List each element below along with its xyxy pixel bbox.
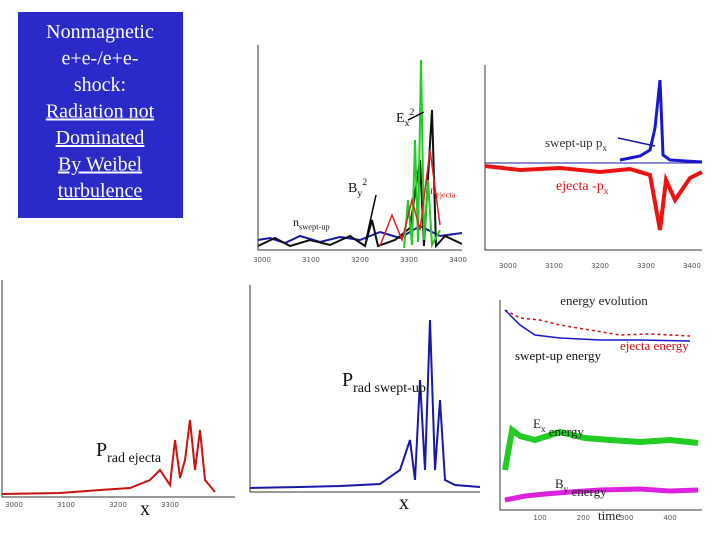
plot-title: energy evolution	[560, 293, 648, 308]
energy-plot: 100 200 300 400	[499, 300, 702, 522]
trace	[257, 109, 463, 249]
x-tick-label: 3400	[449, 256, 467, 264]
label-sub: x	[541, 424, 546, 434]
label: nejecta	[430, 183, 456, 200]
label-sub: rad swept-up	[353, 381, 426, 396]
x-tick-label: 3000	[5, 501, 23, 509]
label-rest: energy	[568, 484, 607, 499]
fields-plot: 3000 3100 3200 3300 3400	[253, 45, 467, 264]
x-tick-label: 100	[533, 514, 546, 522]
title-line: By Weibel	[58, 154, 143, 176]
x-tick-label: 3100	[302, 256, 320, 264]
pointer	[407, 111, 425, 121]
trace	[1, 419, 216, 495]
trace	[379, 149, 441, 247]
label-sub: x	[604, 186, 609, 197]
trace	[403, 59, 441, 249]
label: By energy	[555, 476, 607, 499]
label-base: P	[342, 369, 353, 391]
label-base: n	[293, 215, 299, 229]
trace	[484, 164, 703, 231]
title-line: turbulence	[58, 180, 143, 202]
title-lines: Nonmagnetic e+e-/e+e-shock: Radiation not D…	[46, 21, 155, 202]
axis-frame	[1, 280, 235, 498]
label: ejecta -px	[556, 179, 609, 197]
label-base: B	[555, 476, 564, 491]
label: Ex2	[396, 107, 414, 129]
axis-frame	[257, 45, 462, 251]
trace	[504, 309, 691, 342]
x-tick-label: 3200	[591, 262, 609, 270]
x-tick-label: 3400	[683, 262, 701, 270]
prad-ejecta-plot: 3000 3100 3200 3300	[1, 280, 235, 509]
momentum-plot: 3000 3100 3200 3300 3400	[484, 65, 703, 270]
label: ejecta energy	[620, 338, 689, 353]
label: swept-up px	[545, 135, 607, 153]
title-box	[18, 12, 183, 218]
x-tick-label: 3000	[499, 262, 517, 270]
axis-frame	[249, 285, 480, 493]
pointer	[617, 137, 656, 147]
x-tick-label: 3300	[161, 501, 179, 509]
trace	[504, 309, 691, 337]
label-sub: rad ejecta	[107, 451, 162, 466]
x-tick-label: 300	[620, 514, 633, 522]
trace	[249, 319, 481, 489]
axis-frame	[484, 65, 702, 251]
prad-swept-plot	[249, 285, 481, 493]
x-tick-label: 3000	[253, 256, 271, 264]
axis-frame	[499, 300, 702, 511]
label-base: E	[533, 416, 541, 431]
label-sub: y	[564, 484, 569, 494]
label: Prad swept-up	[342, 369, 426, 396]
label-sub: y	[357, 188, 362, 199]
x-tick-label: 3100	[57, 501, 75, 509]
label: nswept-up	[293, 215, 330, 232]
label: swept-up energy	[515, 348, 602, 363]
x-tick-label: 200	[577, 514, 590, 522]
label: By2	[348, 177, 367, 199]
label-base: ejecta -p	[556, 179, 604, 194]
x-tick-label: 3200	[109, 501, 127, 509]
label-base: P	[96, 439, 107, 461]
label-sup: 2	[362, 177, 367, 188]
x-tick-label: 400	[663, 514, 676, 522]
label-sub: x	[405, 118, 410, 129]
title-line: shock:	[74, 74, 126, 96]
axis-label: x	[399, 492, 409, 514]
label-base: E	[396, 111, 405, 126]
trace	[502, 424, 699, 471]
label: Prad ejecta	[96, 439, 162, 466]
title-line: Dominated	[56, 127, 145, 149]
axis-label: x	[140, 498, 150, 520]
label-sub: x	[602, 143, 607, 153]
x-tick-label: 3200	[351, 256, 369, 264]
title-line: Nonmagnetic	[46, 21, 154, 43]
x-tick-label: 3100	[545, 262, 563, 270]
title-line: Radiation not	[46, 101, 155, 123]
label-base: B	[348, 181, 357, 196]
title-line: e+e-/e+e-	[62, 48, 139, 70]
label-sub: swept-up	[299, 223, 330, 232]
label-base: swept-up p	[545, 135, 602, 150]
x-tick-label: 3300	[400, 256, 418, 264]
trace	[504, 486, 699, 503]
axis-label: time	[598, 508, 621, 523]
label-sub: ejecta	[436, 191, 456, 200]
label-rest: energy	[546, 424, 585, 439]
pointer	[365, 194, 377, 241]
label-base: n	[430, 183, 436, 197]
label: Ex energy	[533, 416, 584, 439]
label-sup: 2	[409, 107, 414, 118]
x-tick-label: 3300	[637, 262, 655, 270]
trace	[619, 79, 703, 164]
